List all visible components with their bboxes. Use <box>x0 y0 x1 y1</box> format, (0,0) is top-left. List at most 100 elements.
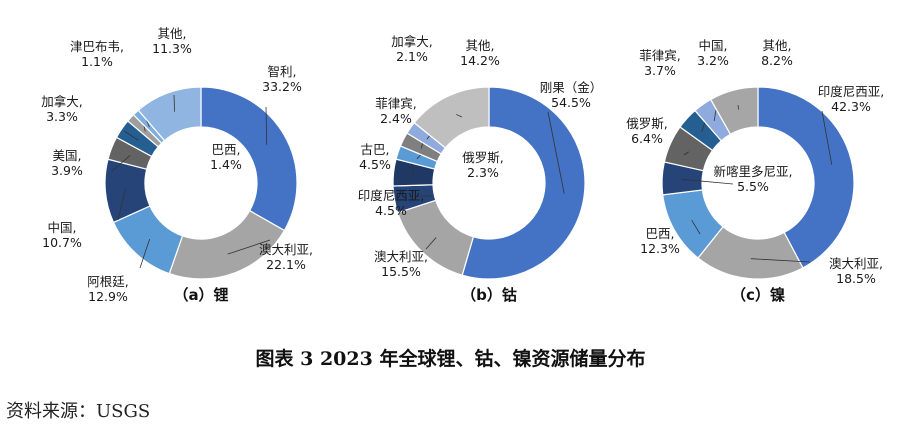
slice-value: 4.5% <box>359 157 391 172</box>
source-note: 资料来源：USGS <box>6 401 151 422</box>
slice-label: 俄罗斯, 6.4% <box>626 116 667 146</box>
slice-label: 刚果（金） 54.5% <box>540 80 603 110</box>
leader-line <box>750 258 811 263</box>
slice-label: 其他, 8.2% <box>761 38 793 68</box>
leader-line <box>683 151 689 156</box>
slice-name: 巴西, <box>212 142 241 157</box>
slice-name: 菲律宾, <box>639 48 680 63</box>
slice-value: 33.2% <box>262 79 302 94</box>
leader-line <box>713 109 717 121</box>
slice-label: 阿根廷, 12.9% <box>87 274 128 304</box>
slice-name: 其他, <box>466 38 495 53</box>
slice-value: 8.2% <box>761 53 793 68</box>
slice-value: 3.9% <box>51 163 83 178</box>
slice-label: 古巴, 4.5% <box>359 142 391 172</box>
slice-label: 其他, 11.3% <box>152 26 192 56</box>
slice-label: 菲律宾, 2.4% <box>375 96 416 126</box>
donut-slice <box>709 86 759 136</box>
slice-value: 2.1% <box>396 49 428 64</box>
slice-name: 其他, <box>158 26 187 41</box>
slice-label: 加拿大, 3.3% <box>41 94 82 124</box>
leader-line <box>737 104 740 110</box>
slice-name: 印度尼西亚, <box>358 188 424 203</box>
slice-value: 3.3% <box>46 109 78 124</box>
donut-slice <box>200 86 298 232</box>
leader-line <box>821 110 833 165</box>
slice-name: 巴西, <box>646 226 675 241</box>
slice-name: 新喀里多尼亚, <box>714 164 793 179</box>
leader-line <box>265 106 268 145</box>
figure-caption: 图表 3 2023 年全球锂、钴、镍资源储量分布 <box>255 348 646 370</box>
slice-name: 加拿大, <box>41 94 82 109</box>
slice-value: 3.7% <box>644 63 676 78</box>
slice-value: 11.3% <box>152 41 192 56</box>
slice-value: 54.5% <box>551 95 591 110</box>
leader-line <box>227 239 271 255</box>
slice-label: 俄罗斯, 2.3% <box>462 150 503 180</box>
slice-name: 印度尼西亚, <box>818 84 884 99</box>
slice-name: 津巴布韦, <box>70 39 124 54</box>
leader-line <box>139 238 151 269</box>
donut-chart-2: 刚果（金） 54.5%澳大利亚, 15.5%印度尼西亚, 4.5%古巴, 4.5% 俄罗斯… <box>358 34 603 304</box>
slice-name: 菲律宾, <box>375 96 416 111</box>
slice-name: 俄罗斯, <box>462 150 503 165</box>
slice-label: 菲律宾, 3.7% <box>639 48 680 78</box>
slice-label: 智利, 33.2% <box>262 64 302 94</box>
slice-label: 巴西, 12.3% <box>640 226 680 256</box>
slice-value: 14.2% <box>460 53 500 68</box>
slice-name: 智利, <box>268 64 297 79</box>
slice-label: 中国, 3.2% <box>697 38 729 68</box>
slice-value: 2.3% <box>467 165 499 180</box>
slice-value: 4.5% <box>375 203 407 218</box>
donut-chart-1: 智利, 33.2%澳大利亚, 22.1%阿根廷, 12.9%中国, 10.7%美国, 3.… <box>41 26 313 304</box>
leader-line <box>682 178 734 185</box>
panel-label: （b）钴 <box>461 286 517 304</box>
slice-name: 阿根廷, <box>87 274 128 289</box>
slice-label: 澳大利亚, 22.1% <box>259 242 313 272</box>
slice-value: 18.5% <box>836 271 876 286</box>
slice-value: 22.1% <box>266 257 306 272</box>
slice-label: 其他, 14.2% <box>460 38 500 68</box>
slice-name: 澳大利亚, <box>259 242 313 257</box>
slice-value: 5.5% <box>737 179 769 194</box>
leader-line <box>547 111 565 194</box>
leader-line <box>425 237 437 250</box>
leader-line <box>117 189 126 221</box>
slice-label: 中国, 10.7% <box>42 220 82 250</box>
slice-value: 12.9% <box>88 289 128 304</box>
slice-name: 美国, <box>53 148 82 163</box>
leader-line <box>701 121 706 132</box>
leader-line <box>173 94 175 112</box>
leader-line <box>111 155 131 172</box>
leader-line <box>691 219 701 235</box>
donut-slice <box>757 86 855 269</box>
donut-slice <box>137 86 202 142</box>
leader-line <box>456 114 463 118</box>
slice-label: 加拿大, 2.1% <box>391 34 432 64</box>
slice-name: 其他, <box>763 38 792 53</box>
slice-name: 俄罗斯, <box>626 116 667 131</box>
slice-name: 澳大利亚, <box>829 256 883 271</box>
slice-label: 巴西, 1.4% <box>210 142 242 172</box>
panel-label: （c）镍 <box>731 286 785 304</box>
slice-name: 刚果（金） <box>540 80 603 95</box>
slice-value: 1.1% <box>81 54 113 69</box>
slice-label: 印度尼西亚, 4.5% <box>358 188 424 218</box>
slice-label: 津巴布韦, 1.1% <box>70 39 124 69</box>
slice-value: 12.3% <box>640 241 680 256</box>
slice-value: 6.4% <box>631 131 663 146</box>
slice-value: 1.4% <box>210 157 242 172</box>
slice-value: 42.3% <box>831 99 871 114</box>
leader-line <box>123 130 139 141</box>
donut-slice <box>461 86 586 280</box>
slice-name: 中国, <box>699 38 728 53</box>
slice-value: 2.4% <box>380 111 412 126</box>
slice-name: 中国, <box>48 220 77 235</box>
slice-name: 加拿大, <box>391 34 432 49</box>
slice-label: 美国, 3.9% <box>51 148 83 178</box>
slice-label: 印度尼西亚, 42.3% <box>818 84 884 114</box>
slice-value: 3.2% <box>697 53 729 68</box>
slice-name: 澳大利亚, <box>374 249 428 264</box>
slice-label: 澳大利亚, 15.5% <box>374 249 428 279</box>
